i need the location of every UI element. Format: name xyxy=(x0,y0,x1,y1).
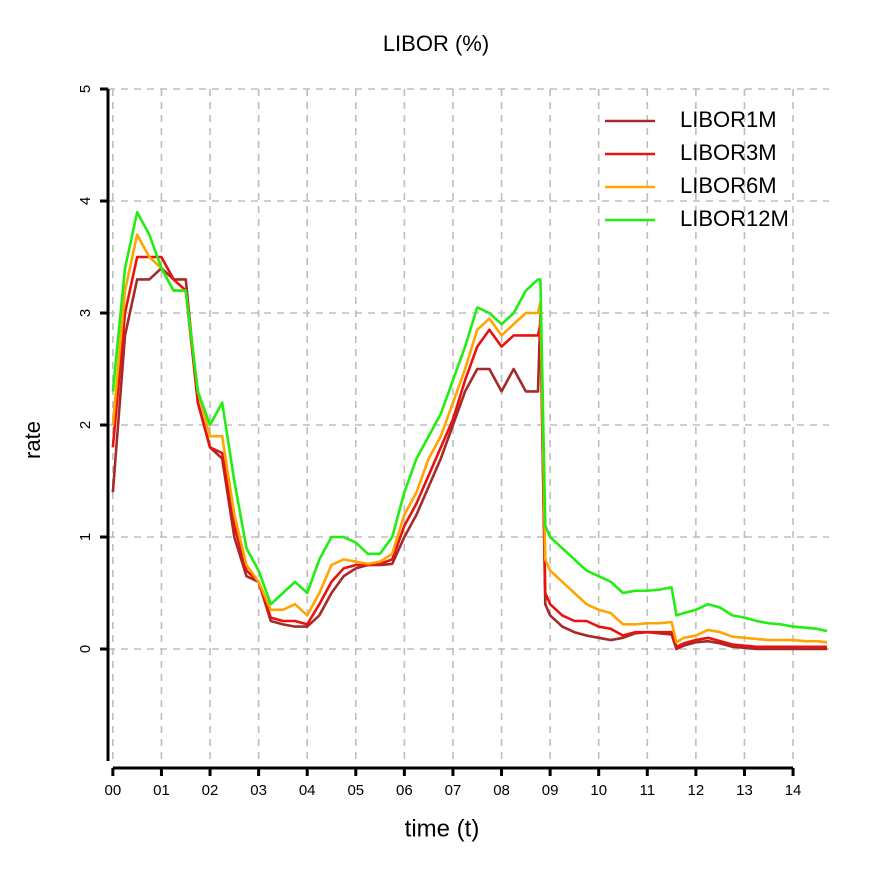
y-tick-label: 5 xyxy=(77,85,94,93)
y-tick-label: 1 xyxy=(77,533,94,541)
x-tick-label: 14 xyxy=(785,782,802,799)
y-tick-label: 0 xyxy=(77,645,94,653)
x-tick-label: 13 xyxy=(736,782,753,799)
legend-label: LIBOR6M xyxy=(680,173,777,198)
x-tick-label: 01 xyxy=(153,782,170,799)
y-tick-label: 2 xyxy=(77,421,94,429)
x-tick-label: 02 xyxy=(202,782,219,799)
x-tick-label: 09 xyxy=(542,782,559,799)
series-line xyxy=(111,266,828,651)
x-tick-label: 10 xyxy=(590,782,607,799)
legend-label: LIBOR1M xyxy=(680,107,777,132)
legend-label: LIBOR12M xyxy=(680,206,789,231)
x-tick-label: 08 xyxy=(493,782,510,799)
chart-title: LIBOR (%) xyxy=(383,31,489,56)
x-tick-label: 00 xyxy=(105,782,122,799)
x-tick-label: 12 xyxy=(688,782,705,799)
x-axis-label: time (t) xyxy=(405,815,480,842)
legend-label: LIBOR3M xyxy=(680,140,777,165)
x-tick-label: 03 xyxy=(250,782,267,799)
x-tick-label: 11 xyxy=(640,782,656,799)
series-line xyxy=(111,255,828,649)
x-tick-label: 04 xyxy=(299,782,316,799)
y-axis-label: rate xyxy=(20,421,45,459)
x-tick-label: 06 xyxy=(396,782,413,799)
x-tick-label: 05 xyxy=(347,782,364,799)
series-line xyxy=(111,233,828,644)
y-tick-label: 3 xyxy=(77,309,94,317)
series-line xyxy=(111,210,828,633)
y-tick-label: 4 xyxy=(77,197,94,205)
x-tick-label: 07 xyxy=(445,782,462,799)
